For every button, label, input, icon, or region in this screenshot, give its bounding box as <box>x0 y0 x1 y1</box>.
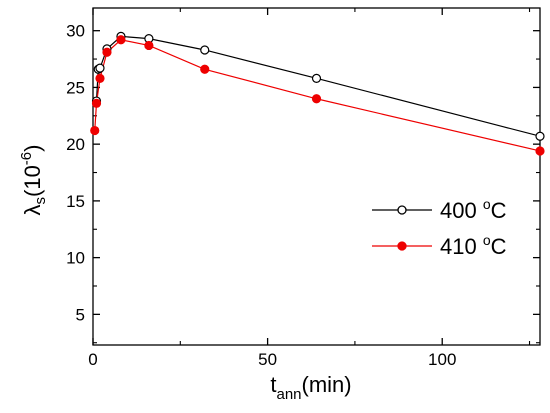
data-point-series-2 <box>200 64 210 74</box>
x-axis-label: tann(min) <box>270 372 351 403</box>
y-axis-label: λs(10-6) <box>18 145 49 216</box>
legend-label-series-2-unit: C <box>491 234 507 259</box>
legend-label-series-1-unit: C <box>491 198 507 223</box>
y-tick-label: 30 <box>66 22 85 41</box>
y-axis-label-sup: -6 <box>18 152 35 165</box>
y-tick-label: 5 <box>76 305 85 324</box>
y-tick-label: 10 <box>66 249 85 268</box>
data-point-series-1 <box>535 131 545 141</box>
x-axis-label-sub: ann <box>276 386 301 403</box>
x-tick-label: 0 <box>88 350 97 369</box>
data-point-series-2 <box>144 40 154 51</box>
legend-label-series-1-value: 400 <box>440 198 483 223</box>
y-axis-label-close: ) <box>20 145 45 152</box>
data-point-series-2 <box>535 146 545 156</box>
plot-border <box>92 7 541 346</box>
legend-label-series-1: 400 oC <box>440 196 507 223</box>
data-point-series-1 <box>200 45 210 55</box>
legend-marker-series-2 <box>397 241 407 251</box>
x-axis-label-main: t <box>270 372 276 397</box>
legend-label-series-2: 410 oC <box>440 232 507 259</box>
x-axis-label-rest: (min) <box>302 372 352 397</box>
y-axis-label-open: (10 <box>20 165 45 197</box>
x-tick-label: 100 <box>428 350 456 369</box>
data-point-series-2 <box>95 73 105 83</box>
series-points <box>90 31 545 156</box>
legend-label-series-1-sup: o <box>483 196 491 212</box>
axis-ticks <box>92 8 540 345</box>
data-point-series-2 <box>91 98 102 108</box>
tick-labels: 0 50 100 5 10 15 20 25 30 <box>66 22 456 369</box>
series-lines <box>94 35 541 152</box>
y-tick-label: 20 <box>66 135 85 154</box>
y-axis-label-sub: s <box>32 197 49 205</box>
y-tick-label: 15 <box>66 192 85 211</box>
legend-label-series-2-value: 410 <box>440 234 483 259</box>
data-point-series-2 <box>102 47 112 57</box>
x-tick-label: 50 <box>258 350 277 369</box>
data-point-series-2 <box>311 94 322 104</box>
data-point-series-1 <box>311 73 322 83</box>
data-point-series-1 <box>95 63 105 73</box>
legend: 400 oC 410 oC <box>372 196 507 259</box>
y-tick-label: 25 <box>66 78 85 97</box>
data-point-series-2 <box>116 35 126 45</box>
y-axis-label-main: λ <box>20 204 45 215</box>
plot-frame <box>92 7 541 346</box>
legend-marker-series-1 <box>397 205 407 215</box>
data-point-series-2 <box>90 125 100 136</box>
legend-label-series-2-sup: o <box>483 232 491 248</box>
